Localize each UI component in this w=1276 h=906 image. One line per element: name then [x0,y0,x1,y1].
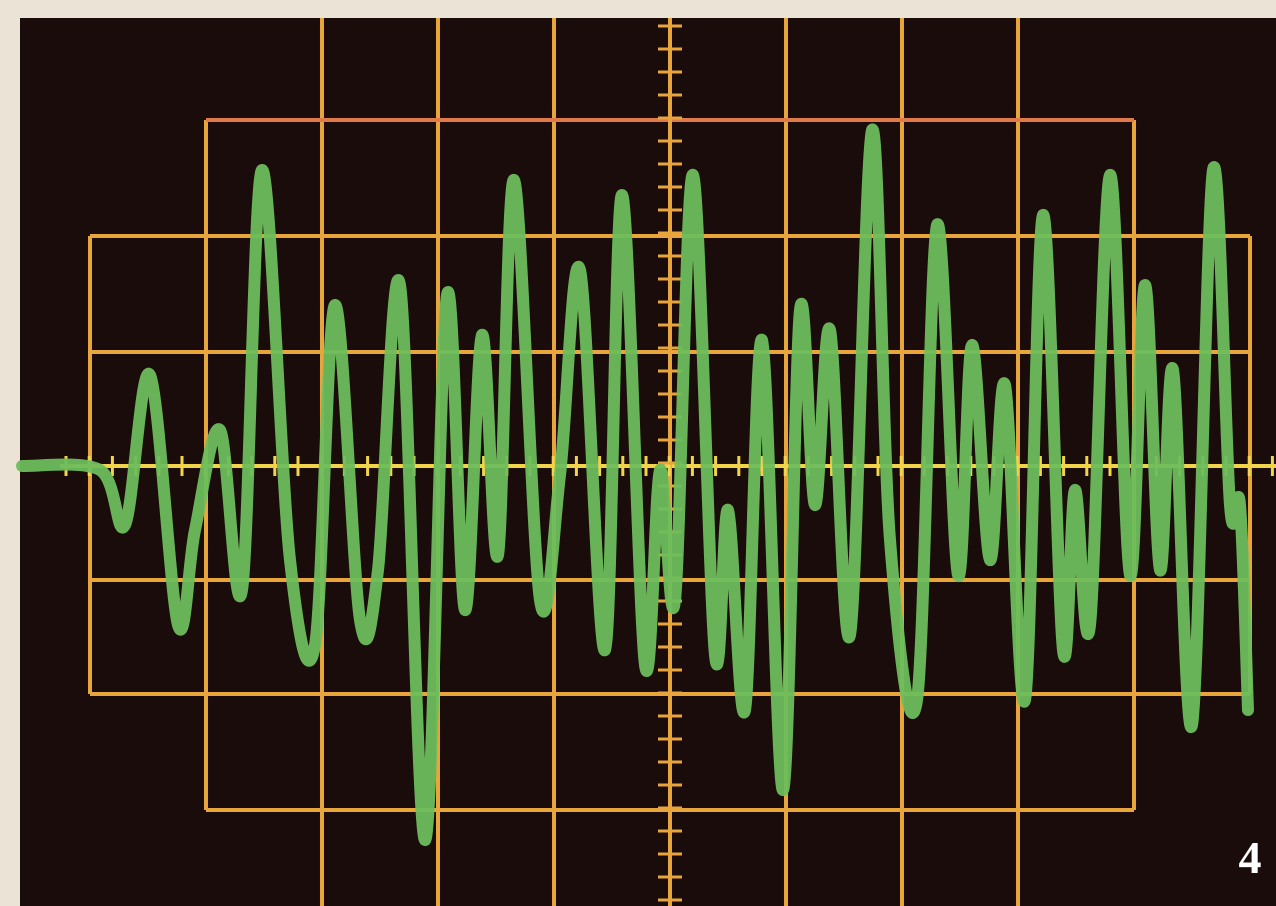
figure-number: 4 [1239,832,1262,883]
waveform [16,123,1254,847]
